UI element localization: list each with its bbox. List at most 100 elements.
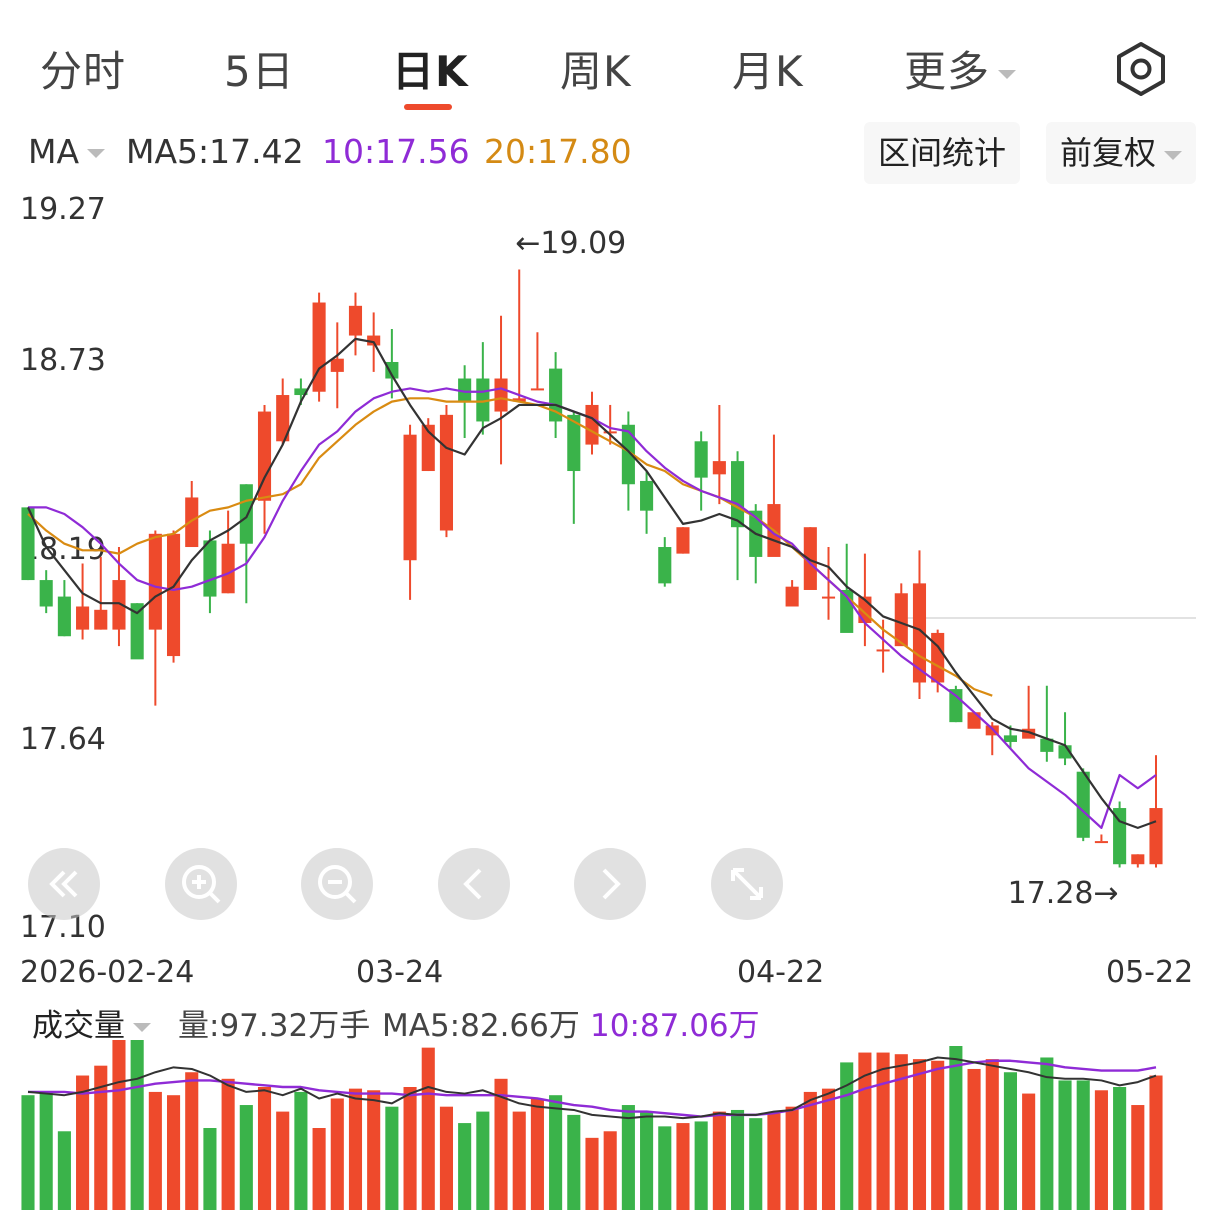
volume-bar xyxy=(676,1123,690,1210)
candle-body xyxy=(821,596,836,599)
volume-bar xyxy=(894,1054,908,1210)
candle-body xyxy=(494,378,508,412)
volume-bar xyxy=(785,1106,799,1210)
zoom-in-button[interactable] xyxy=(165,848,237,920)
volume-bar xyxy=(166,1095,181,1210)
volume-bar xyxy=(603,1131,617,1210)
volume-bar xyxy=(294,1091,308,1210)
volume-bar xyxy=(130,1040,144,1210)
candle-body xyxy=(1094,841,1108,844)
range-stats-button[interactable]: 区间统计 xyxy=(864,122,1021,184)
volume-bar xyxy=(549,1095,563,1210)
volume-bar xyxy=(276,1111,290,1210)
volume-bar xyxy=(585,1137,599,1210)
candle-body xyxy=(985,725,999,736)
volume-bar xyxy=(257,1087,272,1210)
candle-body xyxy=(876,649,890,652)
tab-monthly-k[interactable]: 月K xyxy=(732,47,804,96)
min-price-label: 17.28→ xyxy=(1007,876,1119,911)
volume-bar xyxy=(512,1111,526,1210)
active-tab-indicator xyxy=(404,104,452,110)
rewind-button[interactable] xyxy=(28,848,100,920)
candle-body xyxy=(403,434,417,561)
tab-daily-k[interactable]: 日K xyxy=(392,47,469,96)
candle-body xyxy=(330,358,344,372)
volume-bar xyxy=(749,1118,763,1210)
volume-bar xyxy=(767,1113,781,1210)
ma5-line xyxy=(27,337,1157,829)
candle-body xyxy=(276,395,290,442)
ma-selector[interactable]: MA xyxy=(28,132,106,171)
candle-body xyxy=(694,441,708,478)
candle-body xyxy=(439,414,454,531)
ma-selector-label: MA xyxy=(28,132,80,171)
volume-bar xyxy=(803,1091,817,1210)
zoom-out-button[interactable] xyxy=(301,848,373,920)
y-tick-label: 17.64 xyxy=(20,722,106,757)
candle-body xyxy=(148,533,162,630)
candle-body xyxy=(203,540,217,597)
volume-bar xyxy=(1131,1105,1145,1210)
volume-bar xyxy=(312,1128,326,1210)
volume-bar xyxy=(94,1065,108,1210)
volume-bar xyxy=(949,1046,963,1210)
candle-body xyxy=(967,712,981,729)
y-tick-label: 19.27 xyxy=(20,192,106,227)
volume-bar xyxy=(1076,1080,1090,1210)
volume-bar xyxy=(730,1109,745,1210)
x-tick-label: 03-24 xyxy=(356,955,444,990)
fullscreen-button[interactable] xyxy=(711,848,783,920)
x-tick-label: 2026-02-24 xyxy=(20,955,195,990)
caret-down-icon xyxy=(1164,150,1183,160)
candle-body xyxy=(476,378,490,422)
candle-body xyxy=(294,388,308,396)
next-button[interactable] xyxy=(574,848,646,920)
volume-bar xyxy=(203,1128,217,1210)
volume-bar xyxy=(694,1121,708,1210)
prev-button[interactable] xyxy=(438,848,510,920)
candle-body xyxy=(894,593,908,647)
chevron-left-icon xyxy=(463,868,482,900)
adjust-selector[interactable]: 前复权 xyxy=(1046,122,1197,184)
ma20-value: 20:17.80 xyxy=(484,132,632,171)
volume-bar xyxy=(931,1060,945,1210)
volume-bar xyxy=(330,1098,344,1210)
tab-intraday[interactable]: 分时 xyxy=(40,47,127,96)
chevron-right-icon xyxy=(602,868,621,900)
expand-icon xyxy=(731,868,763,900)
volume-bar xyxy=(1149,1075,1163,1210)
tab-5day[interactable]: 5日 xyxy=(224,47,295,96)
volume-ma5-value: MA5:82.66万 xyxy=(382,1008,580,1044)
candle-body xyxy=(603,431,617,434)
candle-body xyxy=(949,689,963,723)
candle-body xyxy=(239,484,253,544)
settings-icon[interactable] xyxy=(1112,40,1170,98)
candle-body xyxy=(712,461,726,475)
candle-body xyxy=(512,398,526,402)
volume-value: 量:97.32万手 xyxy=(178,1008,371,1044)
volume-chart[interactable] xyxy=(0,1040,1216,1214)
x-tick-label: 05-22 xyxy=(1106,955,1194,990)
candlestick-chart[interactable] xyxy=(0,190,1216,910)
candle-body xyxy=(367,335,381,346)
volume-bar xyxy=(421,1047,435,1210)
candle-body xyxy=(221,543,235,594)
candle-body xyxy=(530,388,544,391)
volume-bar xyxy=(821,1088,836,1210)
volume-bar xyxy=(76,1075,90,1210)
candle-body xyxy=(1003,735,1018,742)
candle-body xyxy=(312,302,326,392)
volume-bar xyxy=(476,1111,490,1210)
volume-bar xyxy=(439,1106,454,1210)
volume-bar xyxy=(221,1078,235,1210)
candle-body xyxy=(185,497,199,548)
tab-weekly-k[interactable]: 周K xyxy=(560,47,632,96)
candle-body xyxy=(1040,738,1054,752)
caret-down-icon xyxy=(998,70,1017,79)
candle-body xyxy=(348,305,363,336)
candle-body xyxy=(1076,771,1090,838)
candle-body xyxy=(39,580,53,607)
tab-more[interactable]: 更多 xyxy=(904,38,1017,99)
volume-bar xyxy=(640,1111,654,1210)
volume-selector[interactable]: 成交量 xyxy=(32,1000,151,1045)
